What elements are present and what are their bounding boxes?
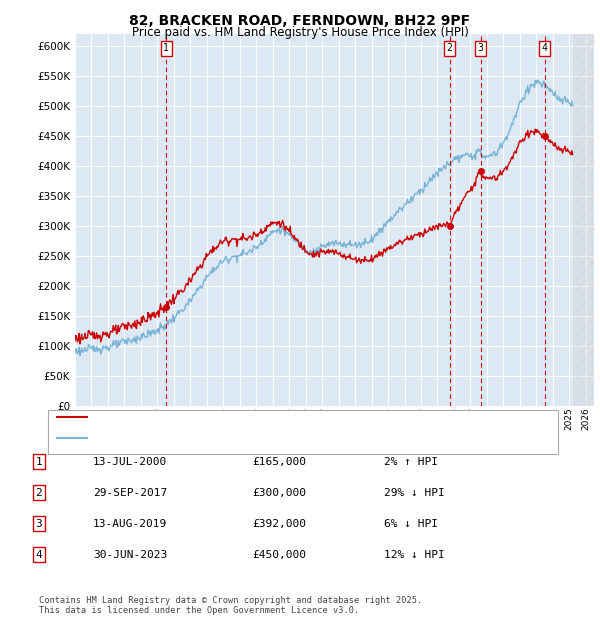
Text: £392,000: £392,000 (252, 519, 306, 529)
Text: 1: 1 (35, 457, 43, 467)
Text: 82, BRACKEN ROAD, FERNDOWN, BH22 9PF: 82, BRACKEN ROAD, FERNDOWN, BH22 9PF (130, 14, 470, 28)
Text: 3: 3 (478, 43, 484, 53)
Bar (574, 34, 594, 406)
Text: 2% ↑ HPI: 2% ↑ HPI (384, 457, 438, 467)
Text: 4: 4 (542, 43, 548, 53)
Text: 82, BRACKEN ROAD, FERNDOWN, BH22 9PF (detached house): 82, BRACKEN ROAD, FERNDOWN, BH22 9PF (de… (93, 412, 415, 422)
Text: 6% ↓ HPI: 6% ↓ HPI (384, 519, 438, 529)
Text: Contains HM Land Registry data © Crown copyright and database right 2025.
This d: Contains HM Land Registry data © Crown c… (39, 596, 422, 615)
Text: £165,000: £165,000 (252, 457, 306, 467)
Text: 1: 1 (163, 43, 169, 53)
Text: 2: 2 (35, 488, 43, 498)
Text: 13-JUL-2000: 13-JUL-2000 (93, 457, 167, 467)
Text: £300,000: £300,000 (252, 488, 306, 498)
Text: HPI: Average price, detached house, Dorset: HPI: Average price, detached house, Dors… (93, 433, 320, 443)
Text: 2: 2 (447, 43, 452, 53)
Text: 3: 3 (35, 519, 43, 529)
Text: 29% ↓ HPI: 29% ↓ HPI (384, 488, 445, 498)
Text: £450,000: £450,000 (252, 550, 306, 560)
Text: 12% ↓ HPI: 12% ↓ HPI (384, 550, 445, 560)
Text: 29-SEP-2017: 29-SEP-2017 (93, 488, 167, 498)
Text: 30-JUN-2023: 30-JUN-2023 (93, 550, 167, 560)
Text: Price paid vs. HM Land Registry's House Price Index (HPI): Price paid vs. HM Land Registry's House … (131, 26, 469, 39)
Text: 13-AUG-2019: 13-AUG-2019 (93, 519, 167, 529)
Text: 4: 4 (35, 550, 43, 560)
